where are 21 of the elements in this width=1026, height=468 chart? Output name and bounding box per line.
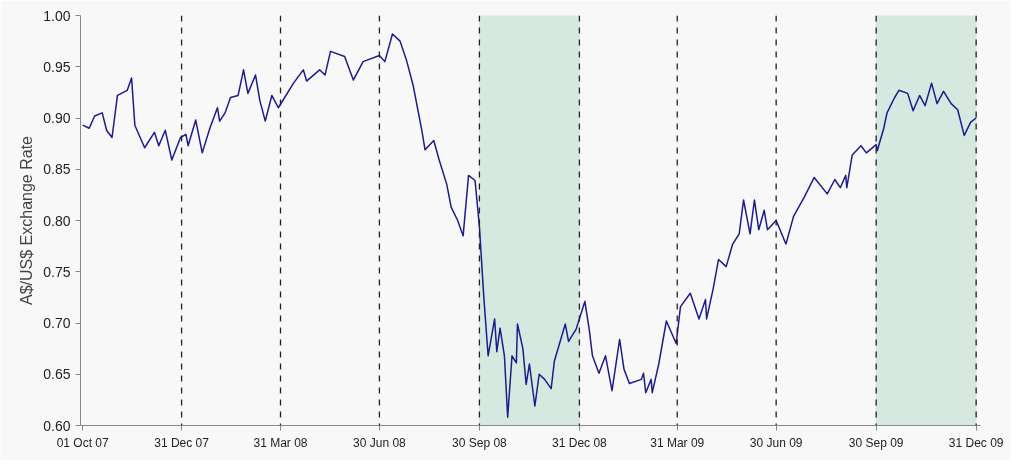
y-tick-label: 0.85 (43, 161, 71, 178)
x-tick-label: 31 Dec 09 (948, 435, 1004, 450)
y-tick-label: 0.90 (43, 110, 71, 126)
y-tick-label: 0.95 (43, 58, 71, 75)
y-tick-label: 1.00 (43, 7, 71, 24)
line-series (81, 33, 977, 419)
x-tick-label: 30 Sep 09 (848, 435, 904, 450)
x-tick-label: 31 Dec 07 (154, 435, 210, 450)
x-tick-label: 30 Jun 09 (749, 435, 803, 450)
y-tick-label: 0.65 (43, 366, 71, 383)
x-tick-label: 30 Jun 08 (353, 435, 407, 450)
x-tick-label: 30 Sep 08 (452, 435, 508, 450)
x-tick-label: 31 Mar 09 (650, 435, 705, 450)
y-axis-title: A$/US$ Exchange Rate (18, 135, 36, 305)
x-tick-label: 31 Dec 08 (552, 435, 608, 450)
y-tick-label: 0.60 (43, 417, 71, 434)
y-tick-label: 0.70 (43, 315, 71, 331)
x-tick-label: 01 Oct 07 (56, 435, 110, 450)
y-tick-label: 0.80 (43, 212, 71, 229)
x-tick-label: 31 Mar 08 (253, 435, 308, 450)
y-tick-label: 0.75 (43, 263, 71, 280)
